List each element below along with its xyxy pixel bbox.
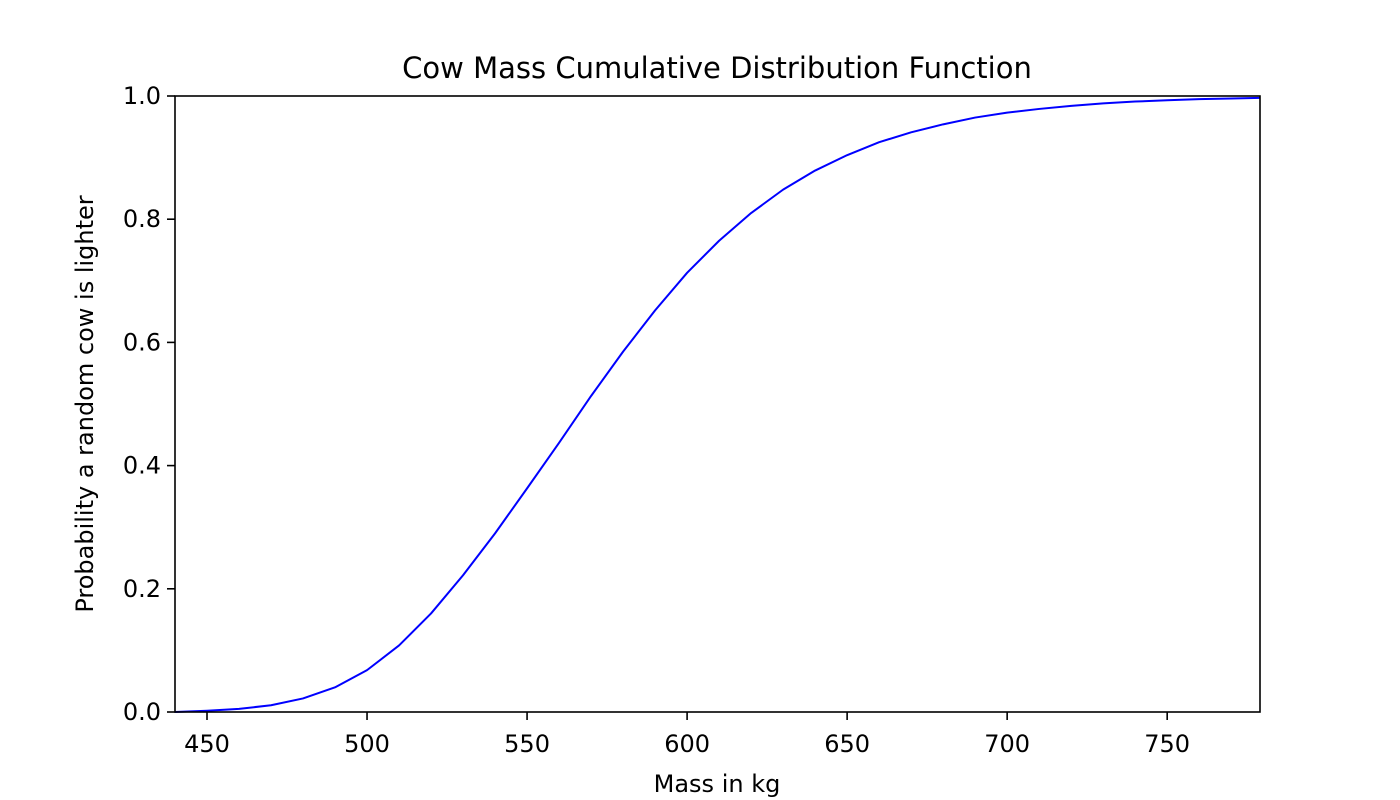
y-tick-label: 1.0 bbox=[123, 82, 161, 110]
x-axis-label: Mass in kg bbox=[654, 770, 781, 798]
y-tick-label: 0.4 bbox=[123, 452, 161, 480]
x-tick-label: 550 bbox=[504, 730, 550, 758]
x-tick-label: 750 bbox=[1144, 730, 1190, 758]
y-tick-label: 0.2 bbox=[123, 575, 161, 603]
y-axis: 0.0 0.2 0.4 0.6 0.8 1.0 bbox=[123, 82, 175, 726]
axes-frame bbox=[174, 95, 1261, 713]
x-tick-label: 450 bbox=[184, 730, 230, 758]
x-tick-label: 700 bbox=[984, 730, 1030, 758]
x-tick-label: 500 bbox=[344, 730, 390, 758]
chart-title: Cow Mass Cumulative Distribution Functio… bbox=[402, 51, 1032, 85]
y-tick-label: 0.6 bbox=[123, 328, 161, 356]
y-tick-label: 0.0 bbox=[123, 698, 161, 726]
y-tick-label: 0.8 bbox=[123, 205, 161, 233]
x-axis: 450 500 550 600 650 700 750 bbox=[184, 712, 1190, 758]
y-axis-label: Probability a random cow is lighter bbox=[71, 195, 99, 612]
x-tick-label: 600 bbox=[664, 730, 710, 758]
x-tick-label: 650 bbox=[824, 730, 870, 758]
plot-area bbox=[174, 96, 1261, 713]
series-line-0 bbox=[174, 96, 1261, 713]
